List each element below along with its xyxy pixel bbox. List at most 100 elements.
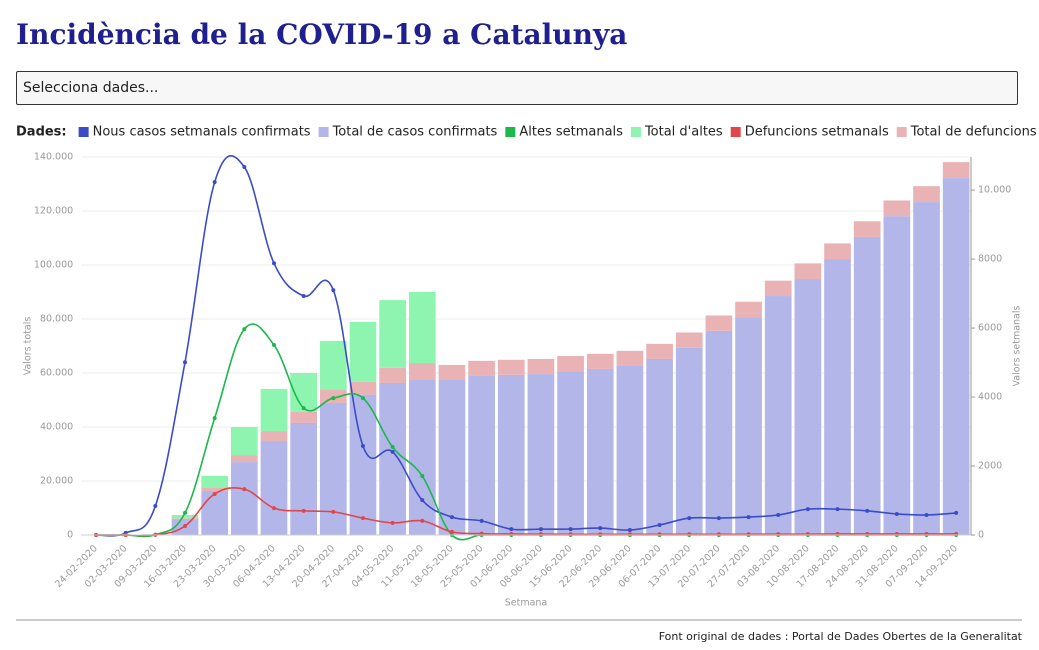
point xyxy=(183,360,188,365)
legend-swatch[interactable] xyxy=(78,127,89,137)
point xyxy=(716,532,721,537)
bar xyxy=(201,488,229,491)
bar xyxy=(408,380,436,535)
bar xyxy=(824,259,851,535)
bar xyxy=(260,441,288,535)
y-tick-label: 40.000 xyxy=(40,422,73,433)
point xyxy=(538,532,543,537)
bar xyxy=(586,353,614,369)
point xyxy=(776,532,781,537)
bar xyxy=(557,355,584,372)
page-title: Incidència de la COVID-19 a Catalunya xyxy=(16,18,628,51)
bar xyxy=(230,455,258,463)
bar xyxy=(379,382,406,535)
point xyxy=(212,180,217,185)
point xyxy=(242,327,247,332)
y-tick-label: 120.000 xyxy=(34,206,73,217)
bar xyxy=(260,431,288,442)
point xyxy=(183,524,188,529)
bar xyxy=(646,343,673,359)
point xyxy=(153,504,158,509)
point xyxy=(360,396,365,401)
point xyxy=(716,516,721,521)
y-tick-label: 140.000 xyxy=(34,152,73,163)
bar xyxy=(290,411,317,423)
legend-label[interactable]: Total d'altes xyxy=(644,125,723,140)
point xyxy=(894,511,899,516)
point xyxy=(420,498,425,503)
bar xyxy=(171,518,199,520)
point xyxy=(776,512,781,517)
legend-swatch[interactable] xyxy=(730,127,741,137)
bar xyxy=(230,462,258,535)
point xyxy=(212,491,217,496)
bar xyxy=(675,347,703,535)
point xyxy=(212,416,217,421)
bar xyxy=(438,380,466,535)
point xyxy=(331,509,336,514)
point xyxy=(331,396,336,401)
point xyxy=(301,293,306,298)
legend-swatch[interactable] xyxy=(896,127,907,137)
bar xyxy=(438,364,466,381)
point xyxy=(360,516,365,521)
bar xyxy=(586,368,614,535)
point xyxy=(420,474,425,479)
point xyxy=(242,487,247,492)
bar xyxy=(349,321,377,382)
bar xyxy=(942,162,970,179)
bar xyxy=(794,279,822,535)
bar xyxy=(379,367,406,383)
y-tick-label: 80.000 xyxy=(40,314,73,325)
point xyxy=(271,342,276,347)
point xyxy=(865,508,870,513)
legend-swatch[interactable] xyxy=(505,127,516,137)
bar xyxy=(616,365,644,535)
legend-label[interactable]: Total de casos confirmats xyxy=(332,125,498,140)
bar xyxy=(764,296,792,535)
point xyxy=(805,507,810,512)
point xyxy=(390,445,395,450)
point xyxy=(954,510,959,515)
point xyxy=(390,449,395,454)
point xyxy=(331,288,336,293)
legend-swatch[interactable] xyxy=(630,127,641,137)
point xyxy=(449,515,454,520)
bar xyxy=(883,200,911,217)
y2-tick-label: 8000 xyxy=(978,254,1002,265)
bar xyxy=(497,374,525,535)
bar xyxy=(705,330,733,535)
y2-tick-label: 2000 xyxy=(978,461,1002,472)
y2-axis-title: Valors setmanals xyxy=(1012,305,1023,386)
legend-label[interactable]: Defuncions setmanals xyxy=(745,125,889,140)
point xyxy=(360,444,365,449)
point xyxy=(242,165,247,170)
bar xyxy=(201,490,229,535)
legend-label[interactable]: Altes setmanals xyxy=(519,125,623,140)
legend-swatch[interactable] xyxy=(318,127,329,137)
point xyxy=(627,532,632,537)
point xyxy=(746,515,751,520)
bar xyxy=(468,360,495,376)
bar xyxy=(735,301,762,318)
bar xyxy=(913,202,940,535)
bar xyxy=(468,375,495,535)
point xyxy=(271,506,276,511)
legend-label[interactable]: Nous casos setmanals confirmats xyxy=(93,125,311,140)
y-axis-title: Valors totals xyxy=(23,317,34,376)
source-note: Font original de dades : Portal de Dades… xyxy=(659,630,1023,643)
point xyxy=(598,532,603,537)
bar xyxy=(853,236,881,536)
bar xyxy=(557,371,584,535)
bar xyxy=(824,243,851,260)
y2-tick-label: 0 xyxy=(978,530,984,541)
chart: Dades: Font original de dades : Portal d… xyxy=(16,125,1037,643)
data-select[interactable]: Selecciona dades... xyxy=(16,71,1018,105)
point xyxy=(301,406,306,411)
legend-label[interactable]: Total de defuncions xyxy=(910,125,1037,140)
bar xyxy=(319,402,347,535)
y2-tick-label: 6000 xyxy=(978,323,1002,334)
point xyxy=(805,532,810,537)
y2-tick-label: 4000 xyxy=(978,392,1002,403)
point xyxy=(568,527,573,532)
